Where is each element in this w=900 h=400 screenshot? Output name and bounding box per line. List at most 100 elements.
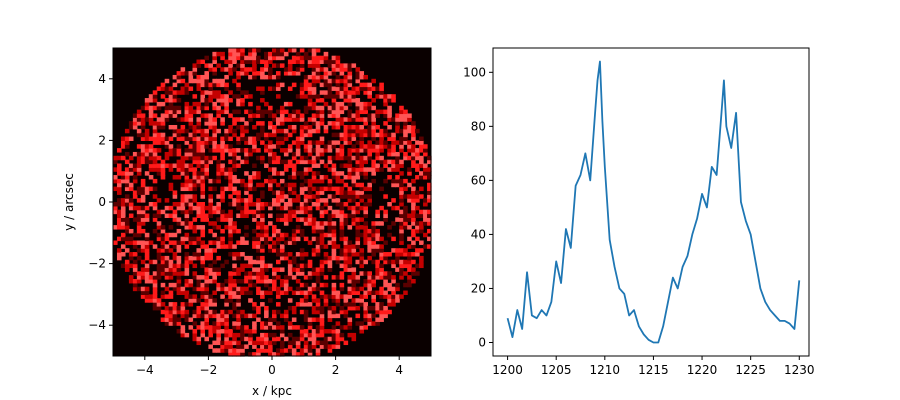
heatmap-cell [176,282,182,288]
heatmap-cell [275,63,281,68]
heatmap-cell [295,252,301,257]
heatmap-cell [411,136,416,141]
heatmap-cell [236,267,241,272]
heatmap-cell [295,263,301,269]
heatmap-cell [355,101,361,107]
heatmap-cell [152,94,158,99]
heatmap-cell [299,209,305,215]
heatmap-cell [200,217,206,222]
heatmap-cell [200,244,206,249]
heatmap-cell [212,225,217,230]
heatmap-cell [180,167,186,172]
heatmap-cell [339,309,345,315]
heatmap-cell [295,67,301,72]
heatmap-cell [208,98,213,103]
heatmap-cell [347,151,353,157]
heatmap-cell [140,213,146,218]
heatmap-cell [236,290,241,295]
heatmap-cell [204,55,210,61]
heatmap-cell [240,132,245,138]
heatmap-cell [264,305,269,311]
heatmap-cell [220,348,225,353]
heatmap-cell [160,159,166,165]
heatmap-cell [335,82,341,88]
heatmap-cell [228,290,233,295]
heatmap-cell [240,309,245,315]
heatmap-cell [367,132,372,138]
heatmap-cell [375,290,380,295]
heatmap-cell [327,263,333,269]
heatmap-cell [188,132,194,138]
heatmap-cell [200,105,206,111]
heatmap-cell [240,198,245,203]
heatmap-cell [347,186,353,192]
heatmap-cell [236,190,241,195]
heatmap-cell [136,155,142,161]
heatmap-cell [275,74,281,80]
heatmap-cell [184,232,190,238]
heatmap-cell [291,236,297,242]
heatmap-cell [423,213,428,218]
heatmap-cell [128,263,134,269]
heatmap-cell [228,252,233,257]
heatmap-cell [335,302,341,307]
heatmap-cell [152,151,158,157]
heatmap-cell [327,294,333,299]
heatmap-cell [303,340,309,346]
heatmap-cell [347,294,353,299]
heatmap-cell [407,263,412,269]
heatmap-cell [363,155,368,161]
heatmap-cell [268,186,273,192]
heatmap-cell [367,105,372,111]
heatmap-cell [287,286,293,292]
heatmap-cell [411,159,416,165]
heatmap-cell [423,171,428,176]
heatmap-cell [315,271,321,276]
heatmap-cell [411,190,416,195]
heatmap-cell [224,148,229,153]
heatmap-cell [164,267,170,272]
heatmap-cell [319,113,325,118]
heatmap-cell [415,221,420,226]
heatmap-cell [383,240,388,245]
heatmap-cell [164,136,170,141]
heatmap-cell [291,348,297,353]
heatmap-cell [172,252,178,257]
heatmap-cell [343,190,349,195]
heatmap-cell [319,259,325,265]
heatmap-cell [216,82,221,88]
heatmap-cell [275,325,281,330]
heatmap-cell [363,221,368,226]
line-x-tick-label: 1220 [687,363,718,377]
heatmap-cell [275,213,281,218]
heatmap-cell [279,205,285,211]
heatmap-cell [244,286,249,292]
heatmap-cell [196,78,202,84]
heatmap-cell [164,117,170,122]
heatmap-cell [248,94,253,99]
heatmap-cell [355,275,361,280]
heatmap-cell [224,321,229,326]
heatmap-cell [367,194,372,199]
heatmap-cell [196,225,202,230]
heatmap-cell [295,71,301,76]
heatmap-cell [196,205,202,211]
heatmap-cell [303,217,309,222]
heatmap-cell [375,263,380,269]
heatmap-cell [315,325,321,330]
heatmap-cell [335,148,341,153]
heatmap-cell [311,267,317,272]
heatmap-cell [383,101,388,107]
heatmap-cell [387,109,392,115]
heatmap-cell [176,71,182,76]
heatmap-cell [160,317,166,322]
heatmap-cell [220,286,225,292]
heatmap-cell [196,202,202,207]
heatmap-cell [319,136,325,141]
heatmap-cell [240,182,245,188]
heatmap-cell [359,163,365,168]
heatmap-cell [423,209,428,215]
heatmap-cell [200,290,206,295]
heatmap-cell [172,94,178,99]
heatmap-cell [260,217,265,222]
